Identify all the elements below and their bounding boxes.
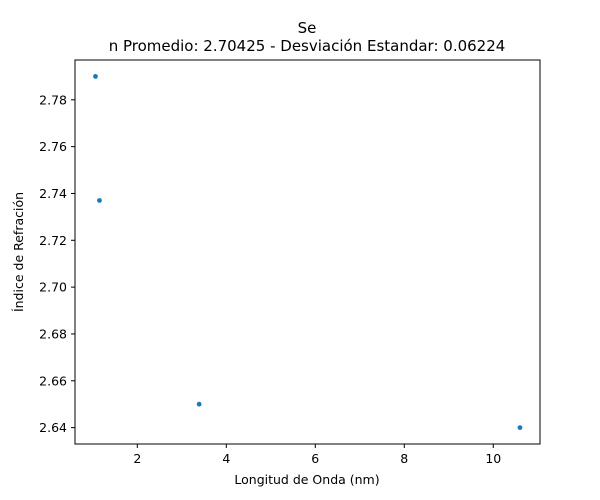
y-axis-label: Índice de Refración (11, 192, 26, 312)
data-point (93, 73, 98, 79)
y-tick-label: 2.64 (39, 420, 67, 435)
x-tick-label: 8 (400, 451, 408, 466)
y-tick-label: 2.68 (39, 326, 67, 341)
data-point (97, 198, 102, 203)
data-point (517, 425, 523, 431)
chart-title: Se (298, 19, 317, 37)
y-tick-label: 2.74 (39, 186, 67, 201)
y-tick-label: 2.70 (39, 280, 67, 295)
y-axis-ticks: 2.64 2.66 2.68 2.70 2.72 2.74 2.76 2.78 (39, 92, 75, 435)
y-tick-label: 2.72 (39, 233, 67, 248)
y-tick-label: 2.78 (39, 92, 67, 107)
y-tick-label: 2.76 (39, 139, 67, 154)
x-tick-label: 10 (485, 451, 501, 466)
data-point (196, 401, 202, 407)
x-tick-label: 6 (311, 451, 319, 466)
x-tick-label: 2 (133, 451, 141, 466)
data-points (93, 73, 523, 431)
x-tick-label: 4 (222, 451, 230, 466)
chart-subtitle: n Promedio: 2.70425 - Desviación Estanda… (109, 37, 506, 55)
x-axis-ticks: 2 4 6 8 10 (133, 444, 501, 466)
plot-frame (74, 59, 541, 445)
y-tick-label: 2.66 (39, 373, 67, 388)
plot-area (75, 60, 540, 444)
x-axis-label: Longitud de Onda (nm) (234, 472, 379, 487)
